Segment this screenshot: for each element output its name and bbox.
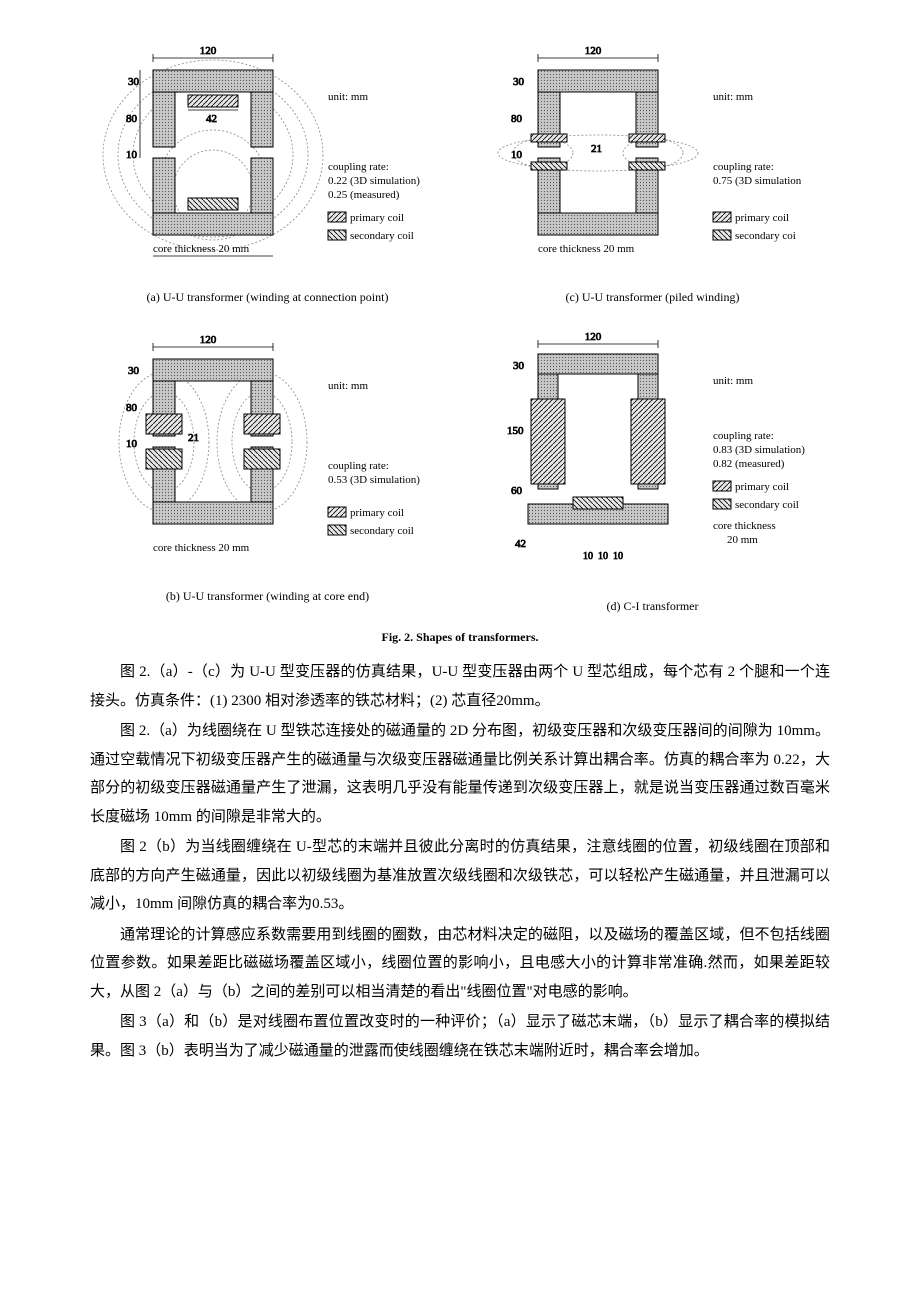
caption-d: (d) C-I transformer	[607, 595, 699, 618]
paragraph-3: 图 2（b）为当线圈缠绕在 U-型芯的末端并且彼此分离时的仿真结果，注意线圈的位…	[90, 833, 830, 919]
label-d-cr3: 0.82 (measured)	[713, 458, 785, 470]
panel-d-diagram: 120 30 150 60 42 10 10 10 unit: mm coupl…	[483, 329, 823, 589]
dim-d-10a: 10	[583, 551, 593, 562]
label-c-thick: core thickness 20 mm	[538, 243, 635, 255]
label-a-cr1: coupling rate:	[328, 161, 389, 173]
label-b-sec: secondary coil	[350, 525, 414, 537]
label-b-pri: primary coil	[350, 507, 404, 519]
label-d-cr1: coupling rate:	[713, 430, 774, 442]
dim-d-42: 42	[515, 538, 526, 550]
label-d-pri: primary coil	[735, 481, 789, 493]
dim-a-80: 80	[126, 113, 138, 125]
label-d-th2: 20 mm	[727, 534, 758, 546]
label-b-unit: unit: mm	[328, 380, 368, 392]
label-b-cr1: coupling rate:	[328, 460, 389, 472]
figure-2-grid: 120 30 80 10 42 unit: mm coupling rate: …	[90, 40, 830, 618]
dim-c-top: 120	[584, 45, 601, 57]
paragraph-1: 图 2.（a）-（c）为 U-U 型变压器的仿真结果，U-U 型变压器由两个 U…	[90, 658, 830, 715]
label-c-cr1: coupling rate:	[713, 161, 774, 173]
dim-c-21: 21	[591, 143, 602, 155]
label-a-sec: secondary coil	[350, 230, 414, 242]
dim-d-30: 30	[513, 360, 525, 372]
dim-a-30: 30	[128, 76, 140, 88]
label-a-pri: primary coil	[350, 212, 404, 224]
panel-c: 120 30 80 10 21 unit: mm coupling rate: …	[475, 40, 830, 309]
paragraph-4: 通常理论的计算感应系数需要用到线圈的圈数，由芯材料决定的磁阻，以及磁场的覆盖区域…	[90, 921, 830, 1007]
panel-d: 120 30 150 60 42 10 10 10 unit: mm coupl…	[475, 329, 830, 618]
label-b-thick: core thickness 20 mm	[153, 542, 250, 554]
panel-a-diagram: 120 30 80 10 42 unit: mm coupling rate: …	[98, 40, 438, 280]
paragraph-2: 图 2.（a）为线圈绕在 U 型铁芯连接处的磁通量的 2D 分布图，初级变压器和…	[90, 717, 830, 831]
dim-d-10b: 10	[598, 551, 608, 562]
dim-b-top: 120	[199, 334, 216, 346]
dim-c-80: 80	[511, 113, 523, 125]
dim-d-top: 120	[584, 331, 601, 343]
label-d-sec: secondary coil	[735, 499, 799, 511]
dim-d-150: 150	[507, 425, 524, 437]
label-c-sec: secondary coi	[735, 230, 796, 242]
label-c-pri: primary coil	[735, 212, 789, 224]
figure-caption: Fig. 2. Shapes of transformers.	[90, 626, 830, 649]
label-c-unit: unit: mm	[713, 91, 753, 103]
label-c-cr2: 0.75 (3D simulation	[713, 175, 802, 187]
panel-b: 120 30 80 10 21 unit: mm coupling rate: …	[90, 329, 445, 618]
dim-b-80: 80	[126, 402, 138, 414]
dim-d-60: 60	[511, 485, 523, 497]
paragraph-5: 图 3（a）和（b）是对线圈布置位置改变时的一种评价；（a）显示了磁芯末端，（b…	[90, 1008, 830, 1065]
label-a-cr2: 0.22 (3D simulation)	[328, 175, 420, 187]
label-a-unit: unit: mm	[328, 91, 368, 103]
caption-b: (b) U-U transformer (winding at core end…	[166, 585, 369, 608]
panel-b-diagram: 120 30 80 10 21 unit: mm coupling rate: …	[98, 329, 438, 579]
label-d-cr2: 0.83 (3D simulation)	[713, 444, 805, 456]
panel-a: 120 30 80 10 42 unit: mm coupling rate: …	[90, 40, 445, 309]
label-d-th1: core thickness	[713, 520, 776, 532]
label-a-cr3: 0.25 (measured)	[328, 189, 400, 201]
dim-a-top: 120	[199, 45, 216, 57]
label-b-cr2: 0.53 (3D simulation)	[328, 474, 420, 486]
dim-d-10c: 10	[613, 551, 623, 562]
label-d-unit: unit: mm	[713, 375, 753, 387]
dim-a-42: 42	[206, 113, 217, 125]
dim-c-30: 30	[513, 76, 525, 88]
panel-c-diagram: 120 30 80 10 21 unit: mm coupling rate: …	[483, 40, 823, 280]
dim-b-21: 21	[188, 432, 199, 444]
caption-c: (c) U-U transformer (piled winding)	[566, 286, 740, 309]
caption-a: (a) U-U transformer (winding at connecti…	[147, 286, 389, 309]
label-a-thick: core thickness 20 mm	[153, 243, 250, 255]
dim-b-30: 30	[128, 365, 140, 377]
dim-c-10: 10	[511, 149, 523, 161]
dim-b-10: 10	[126, 438, 138, 450]
dim-a-10: 10	[126, 149, 138, 161]
